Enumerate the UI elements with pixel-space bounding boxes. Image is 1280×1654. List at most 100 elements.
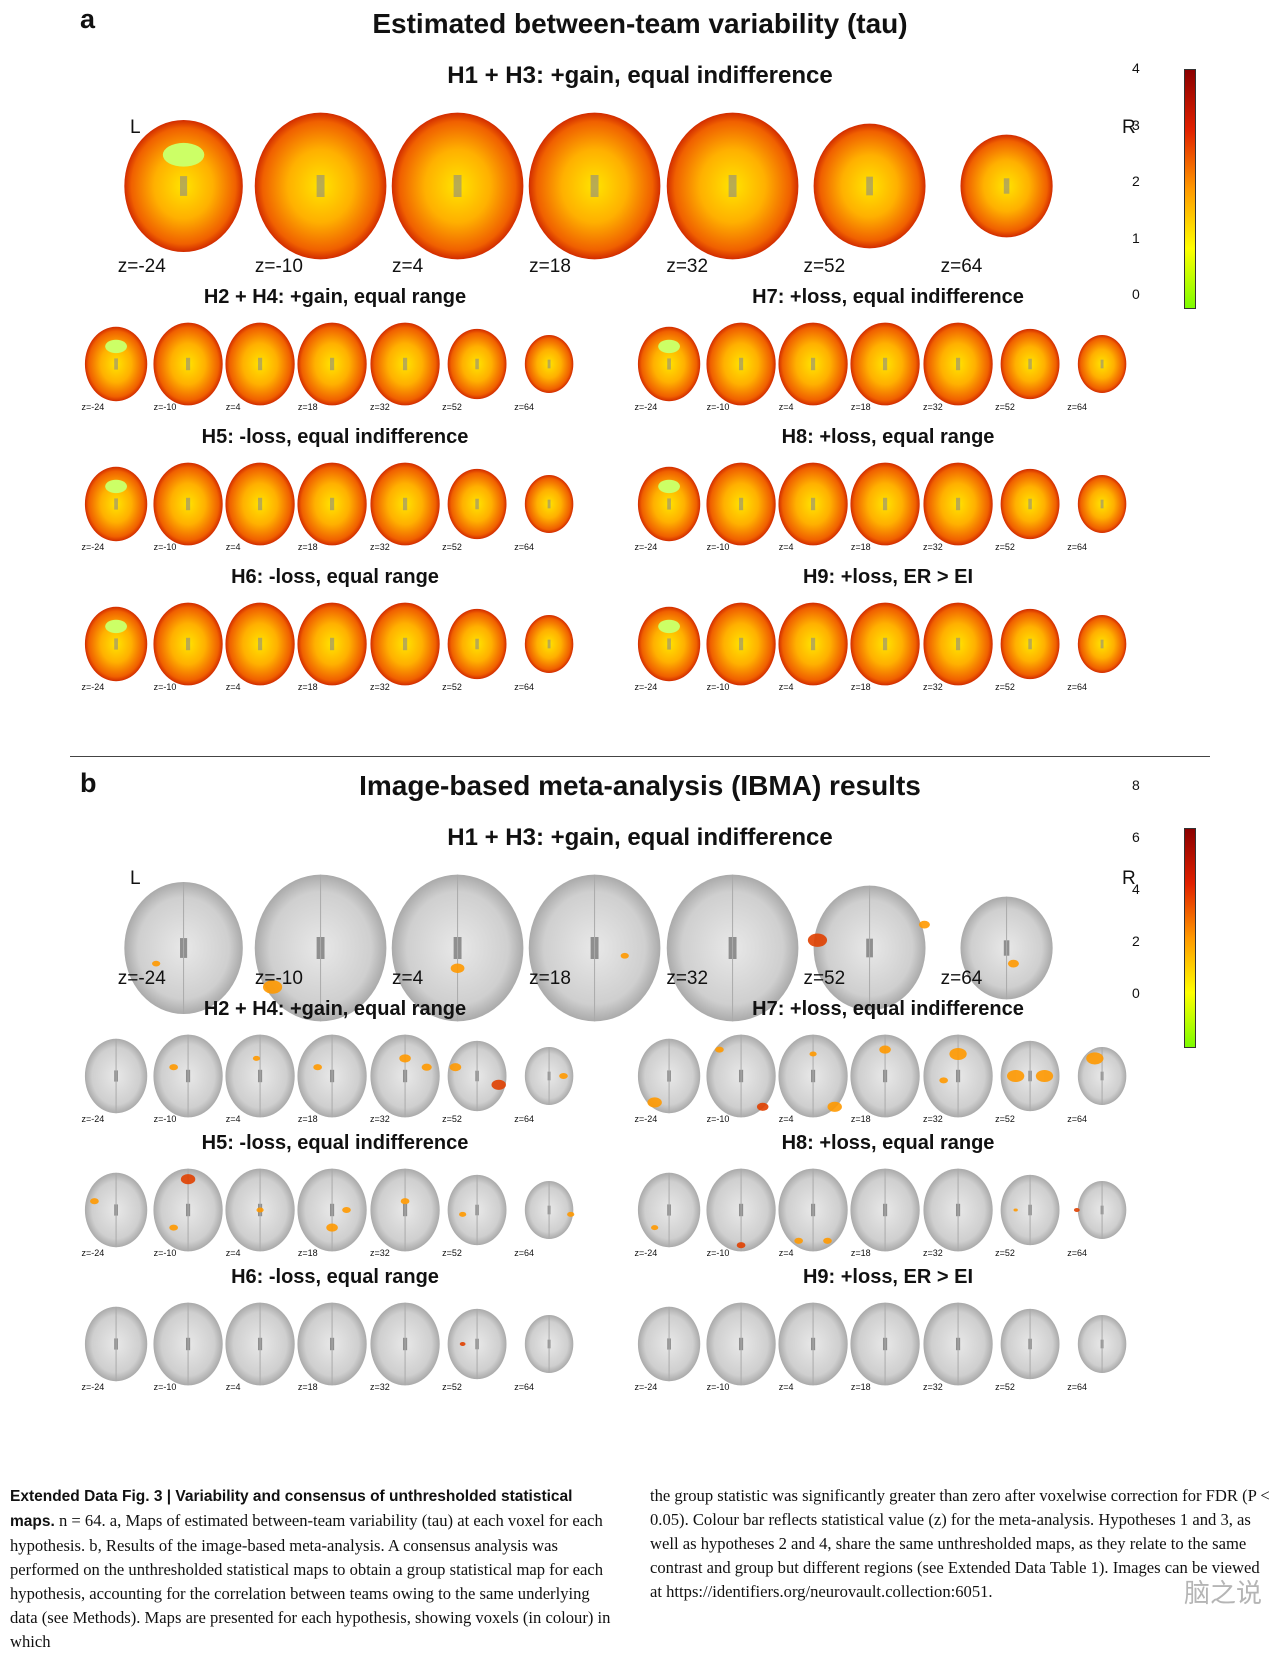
brain-slice-1 (637, 1306, 701, 1382)
activation-blob (263, 980, 283, 994)
z-label: z=-24 (81, 542, 105, 552)
z-label: z=4 (225, 1382, 241, 1392)
z-label: z=-24 (81, 1248, 105, 1258)
brain-slice-2 (153, 1034, 223, 1118)
z-label: z=-10 (706, 682, 730, 692)
ventricle-mark (186, 357, 191, 371)
ventricle-mark (811, 497, 816, 511)
ventricle-mark (402, 497, 407, 511)
z-label: z=64 (1067, 402, 1088, 412)
ventricle-mark (180, 176, 188, 196)
brain-slice-2 (153, 1302, 223, 1386)
z-label: z=4 (225, 682, 241, 692)
activation-blob (90, 1198, 99, 1205)
activation-blob (421, 1063, 432, 1071)
activation-blob (1073, 1207, 1080, 1213)
ventricle-mark (865, 176, 873, 196)
colorbar-tick-label: 4 (1132, 881, 1140, 897)
z-label: z=-24 (81, 1114, 105, 1124)
subpanel-title: H7: +loss, equal indifference (752, 998, 1024, 1020)
panel-divider (70, 756, 1210, 757)
z-label: z=64 (1067, 1248, 1088, 1258)
activation-blob (398, 1054, 411, 1063)
z-label: z=18 (850, 1382, 871, 1392)
z-label: z=64 (514, 1114, 535, 1124)
brain-slice-7 (524, 1047, 574, 1105)
z-label: z=-10 (706, 402, 730, 412)
z-label: z=64 (1067, 1114, 1088, 1124)
z-label: z=32 (923, 1114, 943, 1124)
caption-left: Extended Data Fig. 3 | Variability and c… (10, 1484, 620, 1654)
subpanel-title: H5: -loss, equal indifference (201, 1132, 469, 1154)
brain-slice-6 (447, 1040, 507, 1112)
brain-slice-1 (84, 466, 148, 542)
z-label: z=-10 (153, 682, 177, 692)
brain-slice-6 (447, 468, 507, 540)
brain-slice-2 (254, 874, 387, 1022)
activation-blob (169, 1064, 179, 1071)
z-label: z=-24 (634, 1248, 658, 1258)
caption-left-text: n = 64. a, Maps of estimated between-tea… (10, 1511, 611, 1651)
brain-slice-3 (225, 1302, 295, 1386)
caption-figure-label: Extended Data Fig. 3 | Variability and c… (10, 1488, 573, 1530)
z-label: z=32 (923, 1248, 943, 1258)
brain-slice-7 (1077, 1047, 1127, 1105)
z-label: z=-24 (81, 1382, 105, 1392)
panel-a-left-label: L (130, 117, 141, 138)
brain-slice-2 (153, 602, 223, 686)
z-label: z=-24 (634, 682, 658, 692)
brain-slice-7 (524, 475, 574, 533)
low-variability-region (658, 479, 680, 494)
brain-slice-4 (850, 322, 921, 406)
z-label: z=18 (297, 682, 318, 692)
ventricle-mark (186, 497, 191, 511)
z-label: z=52 (995, 1114, 1015, 1124)
activation-blob (256, 1207, 264, 1213)
activation-blob (152, 960, 161, 967)
panel-b-colorbar (1184, 828, 1196, 1048)
z-label: z=4 (778, 682, 794, 692)
brain-slice-7 (1077, 615, 1127, 673)
z-label: z=64 (1067, 542, 1088, 552)
brain-slice-2 (153, 462, 223, 546)
ventricle-mark (330, 357, 335, 371)
z-label: z=18 (850, 542, 871, 552)
z-label: z=4 (225, 402, 241, 412)
brain-slice-2 (706, 1302, 776, 1386)
z-label: z=52 (995, 1248, 1015, 1258)
brain-slice-2 (706, 1034, 776, 1118)
z-label: z=-10 (706, 1382, 730, 1392)
brain-slice-4 (297, 1034, 368, 1118)
z-label: z=4 (225, 1248, 241, 1258)
z-label: z=32 (370, 402, 390, 412)
brain-slice-1 (637, 1038, 701, 1114)
brain-slice-5 (370, 1034, 440, 1118)
activation-blob (180, 1174, 196, 1185)
z-label: z=52 (803, 256, 846, 277)
ventricle-mark (547, 359, 551, 369)
brain-slice-4 (850, 1034, 921, 1118)
activation-blob (326, 1223, 339, 1232)
z-label: z=52 (995, 542, 1015, 552)
activation-blob (400, 1198, 409, 1205)
activation-blob (1007, 959, 1019, 968)
ventricle-mark (258, 357, 263, 371)
activation-blob (621, 952, 630, 959)
z-label: z=32 (666, 256, 709, 277)
activation-blob (938, 1077, 948, 1084)
brain-slice-5 (923, 322, 993, 406)
brain-slice-2 (706, 602, 776, 686)
brain-slice-7 (960, 896, 1053, 1000)
activation-blob (1013, 1208, 1018, 1212)
panel-a-main-title: H1 + H3: +gain, equal indifference (447, 62, 833, 89)
activation-blob (559, 1072, 568, 1080)
ventricle-mark (739, 357, 744, 371)
z-label: z=32 (370, 682, 390, 692)
ventricle-mark (114, 498, 118, 510)
watermark: 脑之说 (1183, 1579, 1262, 1609)
ventricle-mark (453, 175, 462, 197)
z-label: z=64 (1067, 1382, 1088, 1392)
brain-slice-4 (297, 602, 368, 686)
z-label: z=18 (850, 1114, 871, 1124)
brain-slice-2 (706, 462, 776, 546)
